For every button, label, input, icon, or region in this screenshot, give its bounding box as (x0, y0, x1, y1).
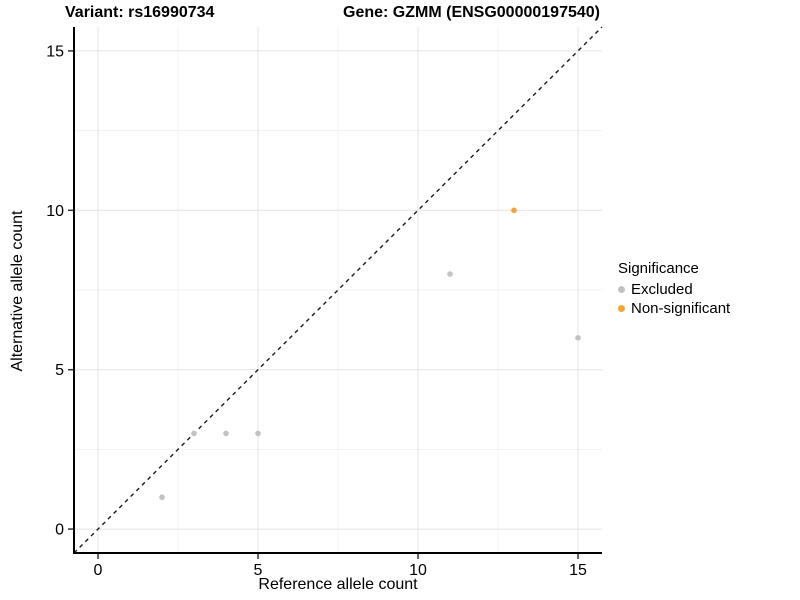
data-point (511, 207, 517, 214)
plot-title-gene: Gene: GZMM (ENSG00000197540) (343, 4, 600, 21)
x-tick-label: 15 (569, 562, 587, 579)
x-tick-label: 5 (254, 562, 263, 579)
data-point (159, 494, 165, 501)
non-significant-dot-icon (618, 305, 625, 312)
data-point (575, 335, 581, 341)
excluded-dot-icon (618, 286, 625, 293)
legend-item-excluded: Excluded (618, 280, 730, 299)
y-tick-label: 15 (46, 43, 64, 60)
data-point (223, 430, 229, 437)
x-tick-label: 10 (409, 562, 427, 579)
plot-title-variant: Variant: rs16990734 (65, 4, 215, 21)
y-tick-label: 0 (55, 522, 64, 539)
y-tick-label: 10 (46, 203, 64, 220)
data-point (255, 430, 261, 437)
y-tick-label: 5 (55, 362, 64, 379)
data-point (191, 430, 197, 437)
legend-item-label: Non-significant (631, 300, 731, 317)
y-axis-title: Alternative allele count (9, 210, 26, 372)
legend: Significance Excluded Non-significant (618, 260, 730, 318)
data-point (447, 271, 453, 277)
legend-item-non-significant: Non-significant (618, 299, 730, 318)
legend-title: Significance (618, 260, 699, 277)
x-axis-title: Reference allele count (258, 576, 418, 593)
legend-item-label: Excluded (631, 281, 693, 298)
x-tick-label: 0 (94, 562, 103, 579)
